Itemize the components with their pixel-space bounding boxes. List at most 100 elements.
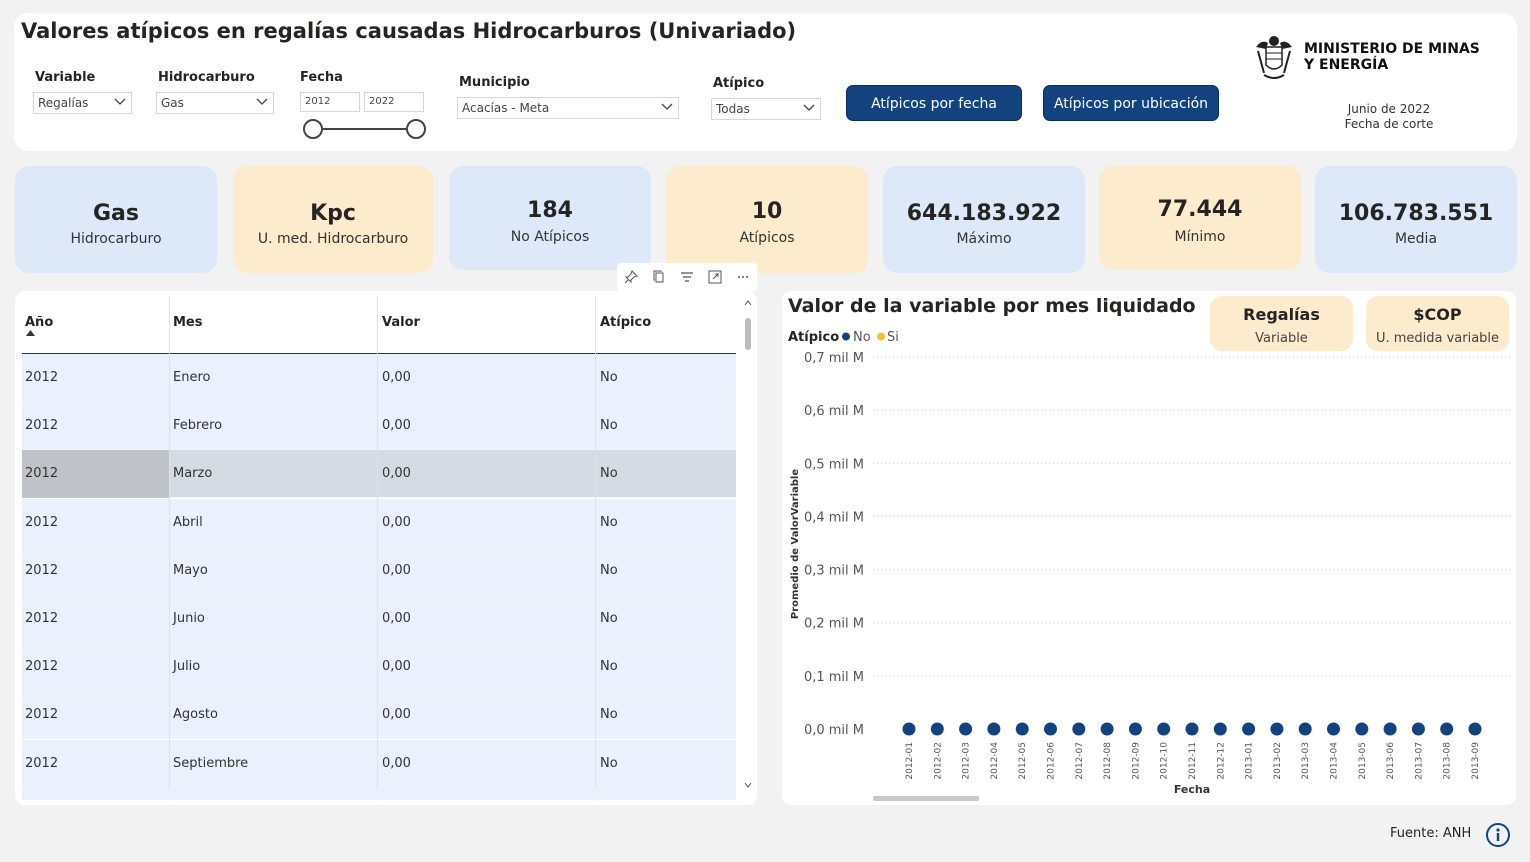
data-point [1072,722,1086,736]
x-tick-label: 2013-04 [1330,742,1340,780]
kpi-value: 184 [527,198,573,223]
cell-ano: 2012 [25,755,59,771]
cell-atipico: No [600,370,618,385]
date-from-input[interactable]: 2012 [300,92,360,112]
chevron-down-icon [661,103,673,110]
table-scrollbar-thumb[interactable] [745,318,751,350]
column-header-ano[interactable]: Año [25,315,53,336]
kpi-label: Atípicos [739,230,795,246]
ministry-name-line1: MINISTERIO DE MINAS [1304,41,1480,57]
chart-title: Valor de la variable por mes liquidado [788,295,1196,317]
legend-label-no: No [853,330,871,345]
table-row[interactable]: 2012 Agosto 0,00 No [22,691,736,740]
x-tick-label: 2013-07 [1414,742,1424,780]
cell-ano: 2012 [25,514,59,530]
x-tick-label: 2012-09 [1131,742,1141,780]
municipio-dropdown[interactable]: Acacías - Meta [457,97,679,119]
cut-date-label: Fecha de corte [1344,117,1434,131]
chevron-down-icon [114,98,126,105]
cell-valor: 0,00 [382,466,411,482]
scroll-down-icon[interactable] [744,781,752,789]
x-tick-label: 2012-04 [990,742,1000,780]
hidrocarburo-dropdown[interactable]: Gas [156,92,274,114]
kpi-label: U. med. Hidrocarburo [257,231,409,247]
y-tick-label: 0,4 mil M [804,510,864,525]
variable-info-value: Regalías [1243,305,1320,324]
date-to-input[interactable]: 2022 [364,92,424,112]
y-tick-label: 0,3 mil M [804,564,864,579]
cell-atipico: No [600,466,618,482]
cell-valor: 0,00 [382,370,411,385]
outliers-by-location-button[interactable]: Atípicos por ubicación [1043,85,1219,121]
cell-valor: 0,00 [382,659,411,675]
chevron-down-icon [803,104,815,111]
table-row[interactable]: 2012 Junio 0,00 No [22,595,736,643]
cell-ano: 2012 [25,659,59,675]
date-slider-start-handle[interactable] [303,119,323,139]
x-tick-label: 2013-03 [1301,742,1311,780]
chart-scrollbar-thumb[interactable] [873,796,979,801]
table-row[interactable]: 2012 Marzo 0,00 No [22,450,736,499]
data-point [1355,722,1369,736]
chart-panel: Valor de la variable por mes liquidado R… [782,291,1516,805]
filter-icon[interactable] [680,270,694,284]
table-row[interactable]: 2012 Julio 0,00 No [22,643,736,692]
kpi-label: Hidrocarburo [70,231,162,247]
page-title: Valores atípicos en regalías causadas Hi… [21,19,797,43]
variable-info-card: Regalías Variable [1210,296,1353,351]
date-slider-track[interactable] [312,128,416,130]
scroll-up-icon[interactable] [744,299,752,307]
data-point [1044,722,1057,736]
cell-mes: Junio [173,611,205,626]
data-point [1383,722,1397,736]
column-header-valor[interactable]: Valor [382,315,420,330]
column-separator [169,296,170,801]
outliers-by-date-button[interactable]: Atípicos por fecha [846,85,1022,121]
y-axis-label: Promedio de ValorVariable [790,469,801,619]
cell-ano: 2012 [25,466,59,482]
cell-valor: 0,00 [382,514,411,530]
date-slider-end-handle[interactable] [406,119,426,139]
legend-marker-si [877,332,885,341]
y-tick-label: 0,6 mil M [804,404,864,419]
x-tick-label: 2012-12 [1216,742,1226,780]
column-separator [595,296,596,801]
kpi-label: No Atípicos [510,229,590,245]
x-tick-label: 2012-07 [1075,742,1085,780]
x-tick-label: 2012-08 [1103,742,1113,780]
column-separator [377,296,378,801]
cell-valor: 0,00 [382,562,411,578]
cell-atipico: No [600,611,618,626]
cell-valor: 0,00 [382,611,411,626]
pin-icon[interactable] [624,270,638,284]
cell-mes: Marzo [173,466,213,482]
info-icon[interactable] [1485,822,1511,848]
cell-mes: Enero [173,370,211,385]
kpi-card-minimo: 77.444 Mínimo [1099,166,1301,270]
atipico-dropdown[interactable]: Todas [711,98,821,120]
data-table: Año Mes Valor Atípico 2012 Enero 0,00 No 201… [15,291,757,805]
table-row[interactable]: 2012 Septiembre 0,00 No [22,739,736,788]
data-point [902,722,916,736]
copy-icon[interactable] [652,270,666,284]
column-header-atipico[interactable]: Atípico [600,315,652,330]
x-tick-label: 2012-11 [1188,742,1198,780]
data-point [1242,722,1256,736]
cell-atipico: No [600,659,618,675]
data-point [1185,722,1199,736]
visual-header-toolbar [617,263,757,291]
x-tick-label: 2013-08 [1443,742,1453,780]
column-header-mes[interactable]: Mes [173,315,203,330]
variable-dropdown[interactable]: Regalías [33,92,132,114]
x-tick-label: 2012-03 [962,742,972,780]
more-options-icon[interactable] [736,270,750,284]
table-row[interactable]: 2012 Febrero 0,00 No [22,402,736,451]
table-row[interactable]: 2012 Mayo 0,00 No [22,546,736,595]
variable-info-label: Variable [1255,331,1308,346]
municipio-filter-label: Municipio [459,75,530,90]
partial-row [22,788,736,800]
table-row[interactable]: 2012 Abril 0,00 No [22,498,736,547]
table-row[interactable]: 2012 Enero 0,00 No [22,354,736,402]
data-point [1468,722,1482,736]
focus-mode-icon[interactable] [708,270,722,284]
